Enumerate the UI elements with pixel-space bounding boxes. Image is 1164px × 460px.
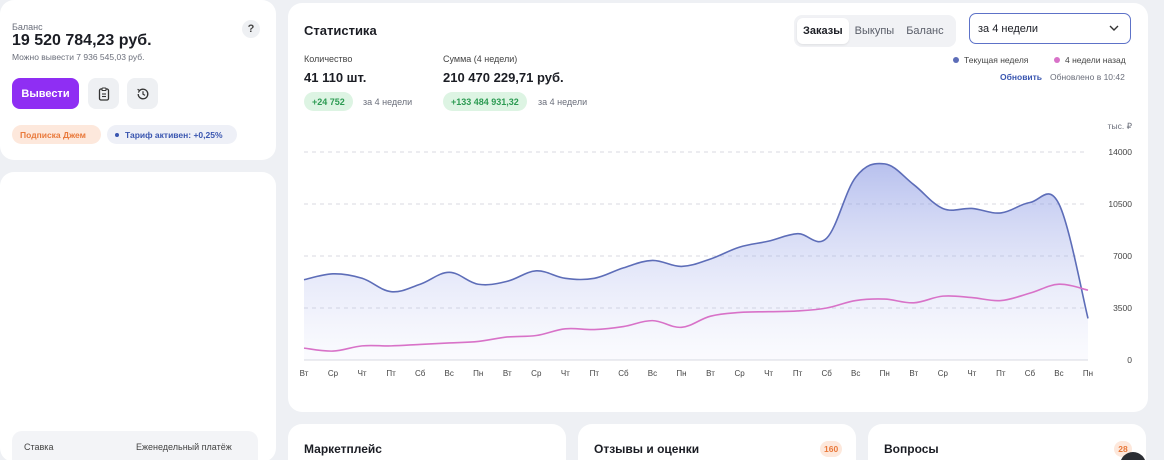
legend-current-label: Текущая неделя <box>964 55 1029 65</box>
x-tick-label: Вт <box>300 369 309 378</box>
x-tick-label: Вс <box>445 369 454 378</box>
x-tick-label: Ср <box>328 369 339 378</box>
x-tick-label: Пт <box>386 369 396 378</box>
x-tick-label: Сб <box>618 369 629 378</box>
sum-delta: +133 484 931,32 <box>443 92 527 111</box>
x-tick-label: Пн <box>1083 369 1093 378</box>
x-tick-label: Вс <box>648 369 657 378</box>
clipboard-icon <box>98 86 109 101</box>
y-tick-label: 14000 <box>1108 147 1132 157</box>
x-tick-label: Чт <box>967 369 976 378</box>
legend-current-dot-icon <box>953 57 959 63</box>
balance-label: Баланс <box>12 22 43 32</box>
quantity-delta: +24 752 <box>304 92 353 111</box>
legend-previous: 4 недели назад <box>1054 55 1126 65</box>
statistics-card: Статистика Заказы Выкупы Баланс за 4 нед… <box>288 3 1148 412</box>
y-tick-label: 10500 <box>1108 199 1132 209</box>
tariff-badge-label: Тариф активен: +0,25% <box>125 129 223 140</box>
marketplace-card[interactable]: Маркетплейс <box>288 424 566 460</box>
legend-previous-dot-icon <box>1054 57 1060 63</box>
x-tick-label: Вт <box>909 369 918 378</box>
available-amount: Можно вывести 7 936 545,03 руб. <box>12 52 145 62</box>
statistics-title: Статистика <box>304 23 377 38</box>
x-tick-label: Пт <box>590 369 600 378</box>
clipboard-button[interactable] <box>88 78 119 109</box>
tab-orders[interactable]: Заказы <box>797 18 849 44</box>
tab-buyouts[interactable]: Выкупы <box>854 25 895 37</box>
marketplace-title: Маркетплейс <box>304 442 382 456</box>
x-tick-label: Пн <box>880 369 890 378</box>
orders-chart: 0 3500 7000 10500 14000 Вт Ср Чт Пт Сб Вс Пн Вт Ср Чт… <box>300 121 1133 378</box>
period-select-value: за 4 недели <box>978 22 1039 35</box>
sum-value: 210 470 229,71 руб. <box>443 70 564 85</box>
refresh-link[interactable]: Обновить <box>1000 72 1043 82</box>
x-tick-label: Ср <box>734 369 745 378</box>
x-tick-label: Сб <box>821 369 832 378</box>
quantity-value: 41 110 шт. <box>304 70 367 85</box>
balance-amount: 19 520 784,23 руб. <box>12 32 152 49</box>
quantity-delta-note: за 4 недели <box>363 97 413 107</box>
legend-current: Текущая неделя <box>953 55 1028 65</box>
y-tick-label: 7000 <box>1113 251 1132 261</box>
history-icon <box>136 88 148 99</box>
x-tick-label: Вс <box>851 369 860 378</box>
weekly-payment-label: Еженедельный платёж <box>136 442 232 452</box>
subscription-badge[interactable]: Подписка Джем <box>12 125 101 144</box>
x-tick-label: Вт <box>706 369 715 378</box>
questions-card[interactable]: Вопросы 28 <box>868 424 1146 460</box>
reviews-count-badge: 160 <box>820 441 843 457</box>
series-line-current <box>303 162 1089 319</box>
balance-card: Баланс 19 520 784,23 руб. Можно вывести … <box>0 0 276 160</box>
y-tick-label: 3500 <box>1113 303 1132 313</box>
x-tick-label: Вс <box>1054 369 1063 378</box>
x-tick-label: Чт <box>764 369 773 378</box>
x-tick-label: Ср <box>938 369 949 378</box>
help-button[interactable]: ? <box>242 20 260 38</box>
legend-previous-label: 4 недели назад <box>1065 55 1126 65</box>
x-tick-label: Чт <box>358 369 367 378</box>
sum-delta-note: за 4 недели <box>538 97 588 107</box>
stats-tabs: Заказы Выкупы Баланс <box>794 15 956 47</box>
x-tick-label: Пт <box>793 369 803 378</box>
x-tick-label: Ср <box>531 369 542 378</box>
reviews-card[interactable]: Отзывы и оценки 160 <box>578 424 856 460</box>
questions-title: Вопросы <box>884 442 939 456</box>
x-tick-label: Пт <box>996 369 1006 378</box>
y-tick-label: 0 <box>1127 355 1132 365</box>
sum-label: Сумма (4 недели) <box>443 54 518 64</box>
updated-time: Обновлено в 10:42 <box>1050 72 1125 82</box>
x-tick-label: Сб <box>1025 369 1036 378</box>
quantity-label: Количество <box>304 54 353 64</box>
history-button[interactable] <box>127 78 158 109</box>
tariff-badge[interactable]: Тариф активен: +0,25% <box>107 125 237 144</box>
series-line-previous <box>303 283 1089 352</box>
reviews-title: Отзывы и оценки <box>594 442 700 456</box>
y-unit-label: тыс. ₽ <box>1108 121 1133 131</box>
x-tick-label: Вт <box>503 369 512 378</box>
withdraw-button[interactable]: Вывести <box>12 78 79 109</box>
chat-widget-button[interactable] <box>1120 452 1146 460</box>
x-tick-label: Сб <box>415 369 426 378</box>
tab-balance[interactable]: Баланс <box>906 25 944 37</box>
series-area-current <box>304 163 1088 360</box>
status-dot-icon <box>115 132 119 137</box>
period-select[interactable]: за 4 недели <box>969 13 1131 44</box>
x-tick-label: Чт <box>561 369 570 378</box>
chevron-down-icon <box>1109 25 1119 31</box>
rate-label: Ставка <box>24 442 54 452</box>
loan-stats: Ставка Еженедельный платёж <box>12 431 258 460</box>
left-info-card: Ставка Еженедельный платёж <box>0 172 276 460</box>
x-tick-label: Пн <box>473 369 483 378</box>
x-tick-label: Пн <box>676 369 686 378</box>
